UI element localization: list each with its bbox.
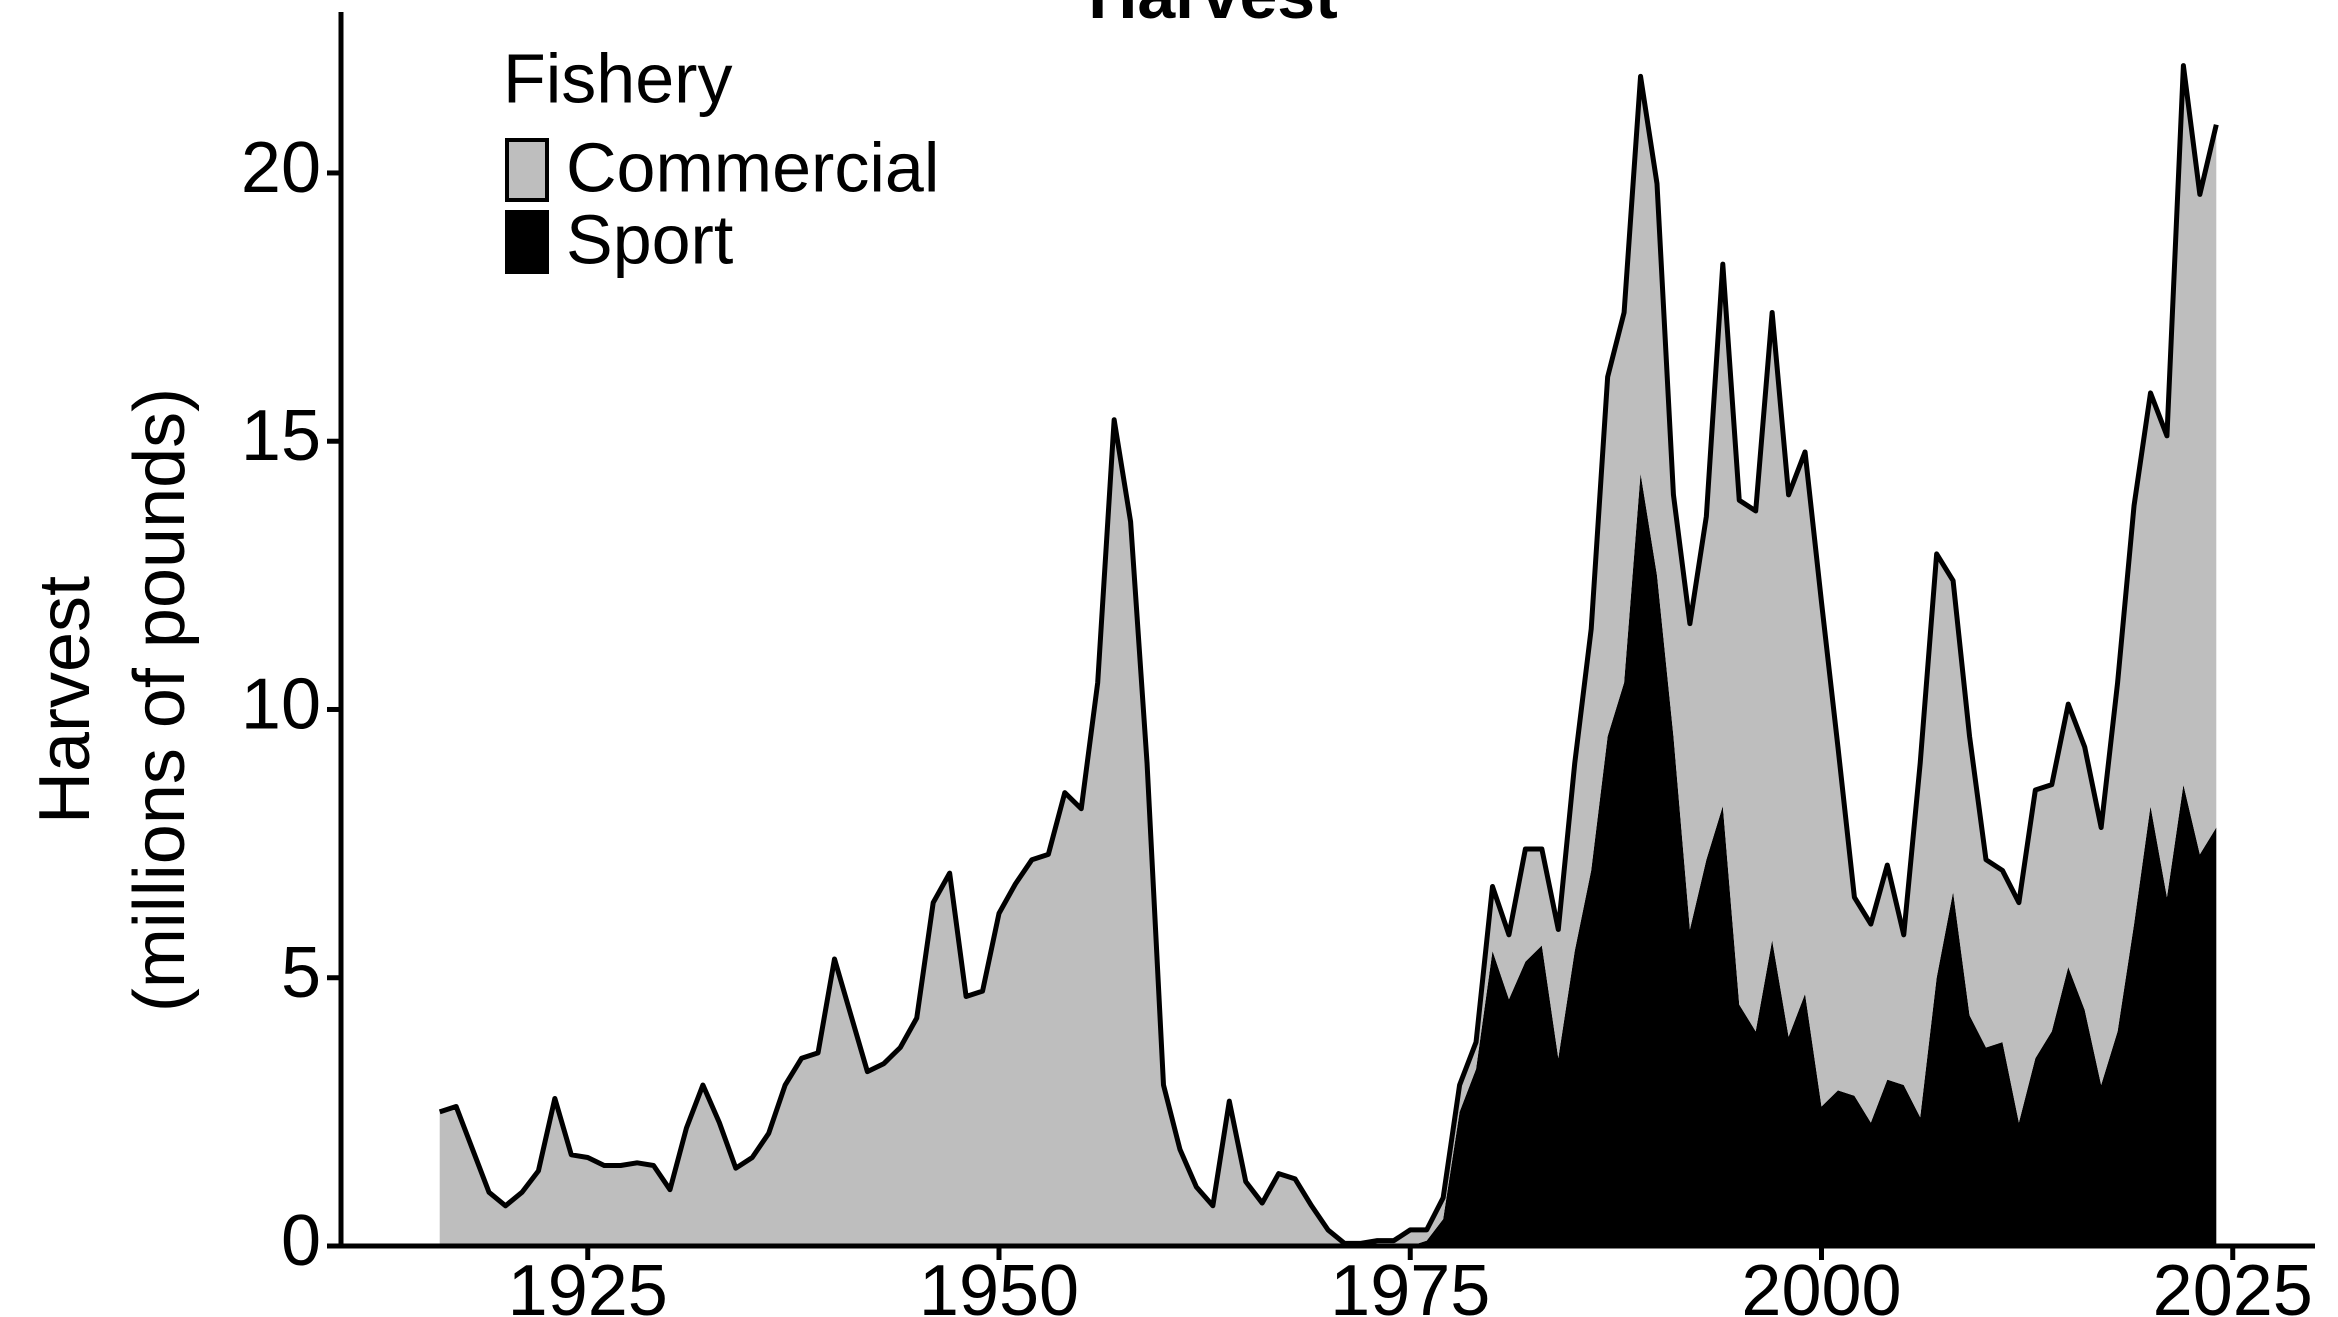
legend-swatch [505, 138, 549, 202]
y-axis-title-line: Harvest [25, 576, 105, 824]
y-tick-label: 20 [241, 128, 321, 208]
y-tick-label: 5 [281, 933, 321, 1013]
legend-swatch [505, 210, 549, 274]
legend-label: Commercial [566, 128, 939, 206]
total-outline [438, 63, 2219, 1246]
y-axis-title-line: (millions of pounds) [120, 388, 200, 1012]
area [439, 65, 2217, 1246]
area [439, 473, 2217, 1246]
x-tick-label: 2025 [2153, 1251, 2313, 1317]
chart-title: Harvest [1088, 0, 1338, 33]
legend-label: Sport [566, 200, 733, 278]
x-tick-label: 2000 [1741, 1251, 1901, 1317]
x-tick-label: 1950 [919, 1251, 1079, 1317]
x-tick-label: 1925 [508, 1251, 668, 1317]
y-tick-label: 10 [241, 664, 321, 744]
y-tick-label: 0 [281, 1201, 321, 1281]
x-tick-label: 1975 [1330, 1251, 1490, 1317]
y-axis-title: Harvest (millions of pounds) [25, 388, 200, 1012]
legend-title: Fishery [503, 39, 732, 117]
y-tick-label: 15 [241, 396, 321, 476]
